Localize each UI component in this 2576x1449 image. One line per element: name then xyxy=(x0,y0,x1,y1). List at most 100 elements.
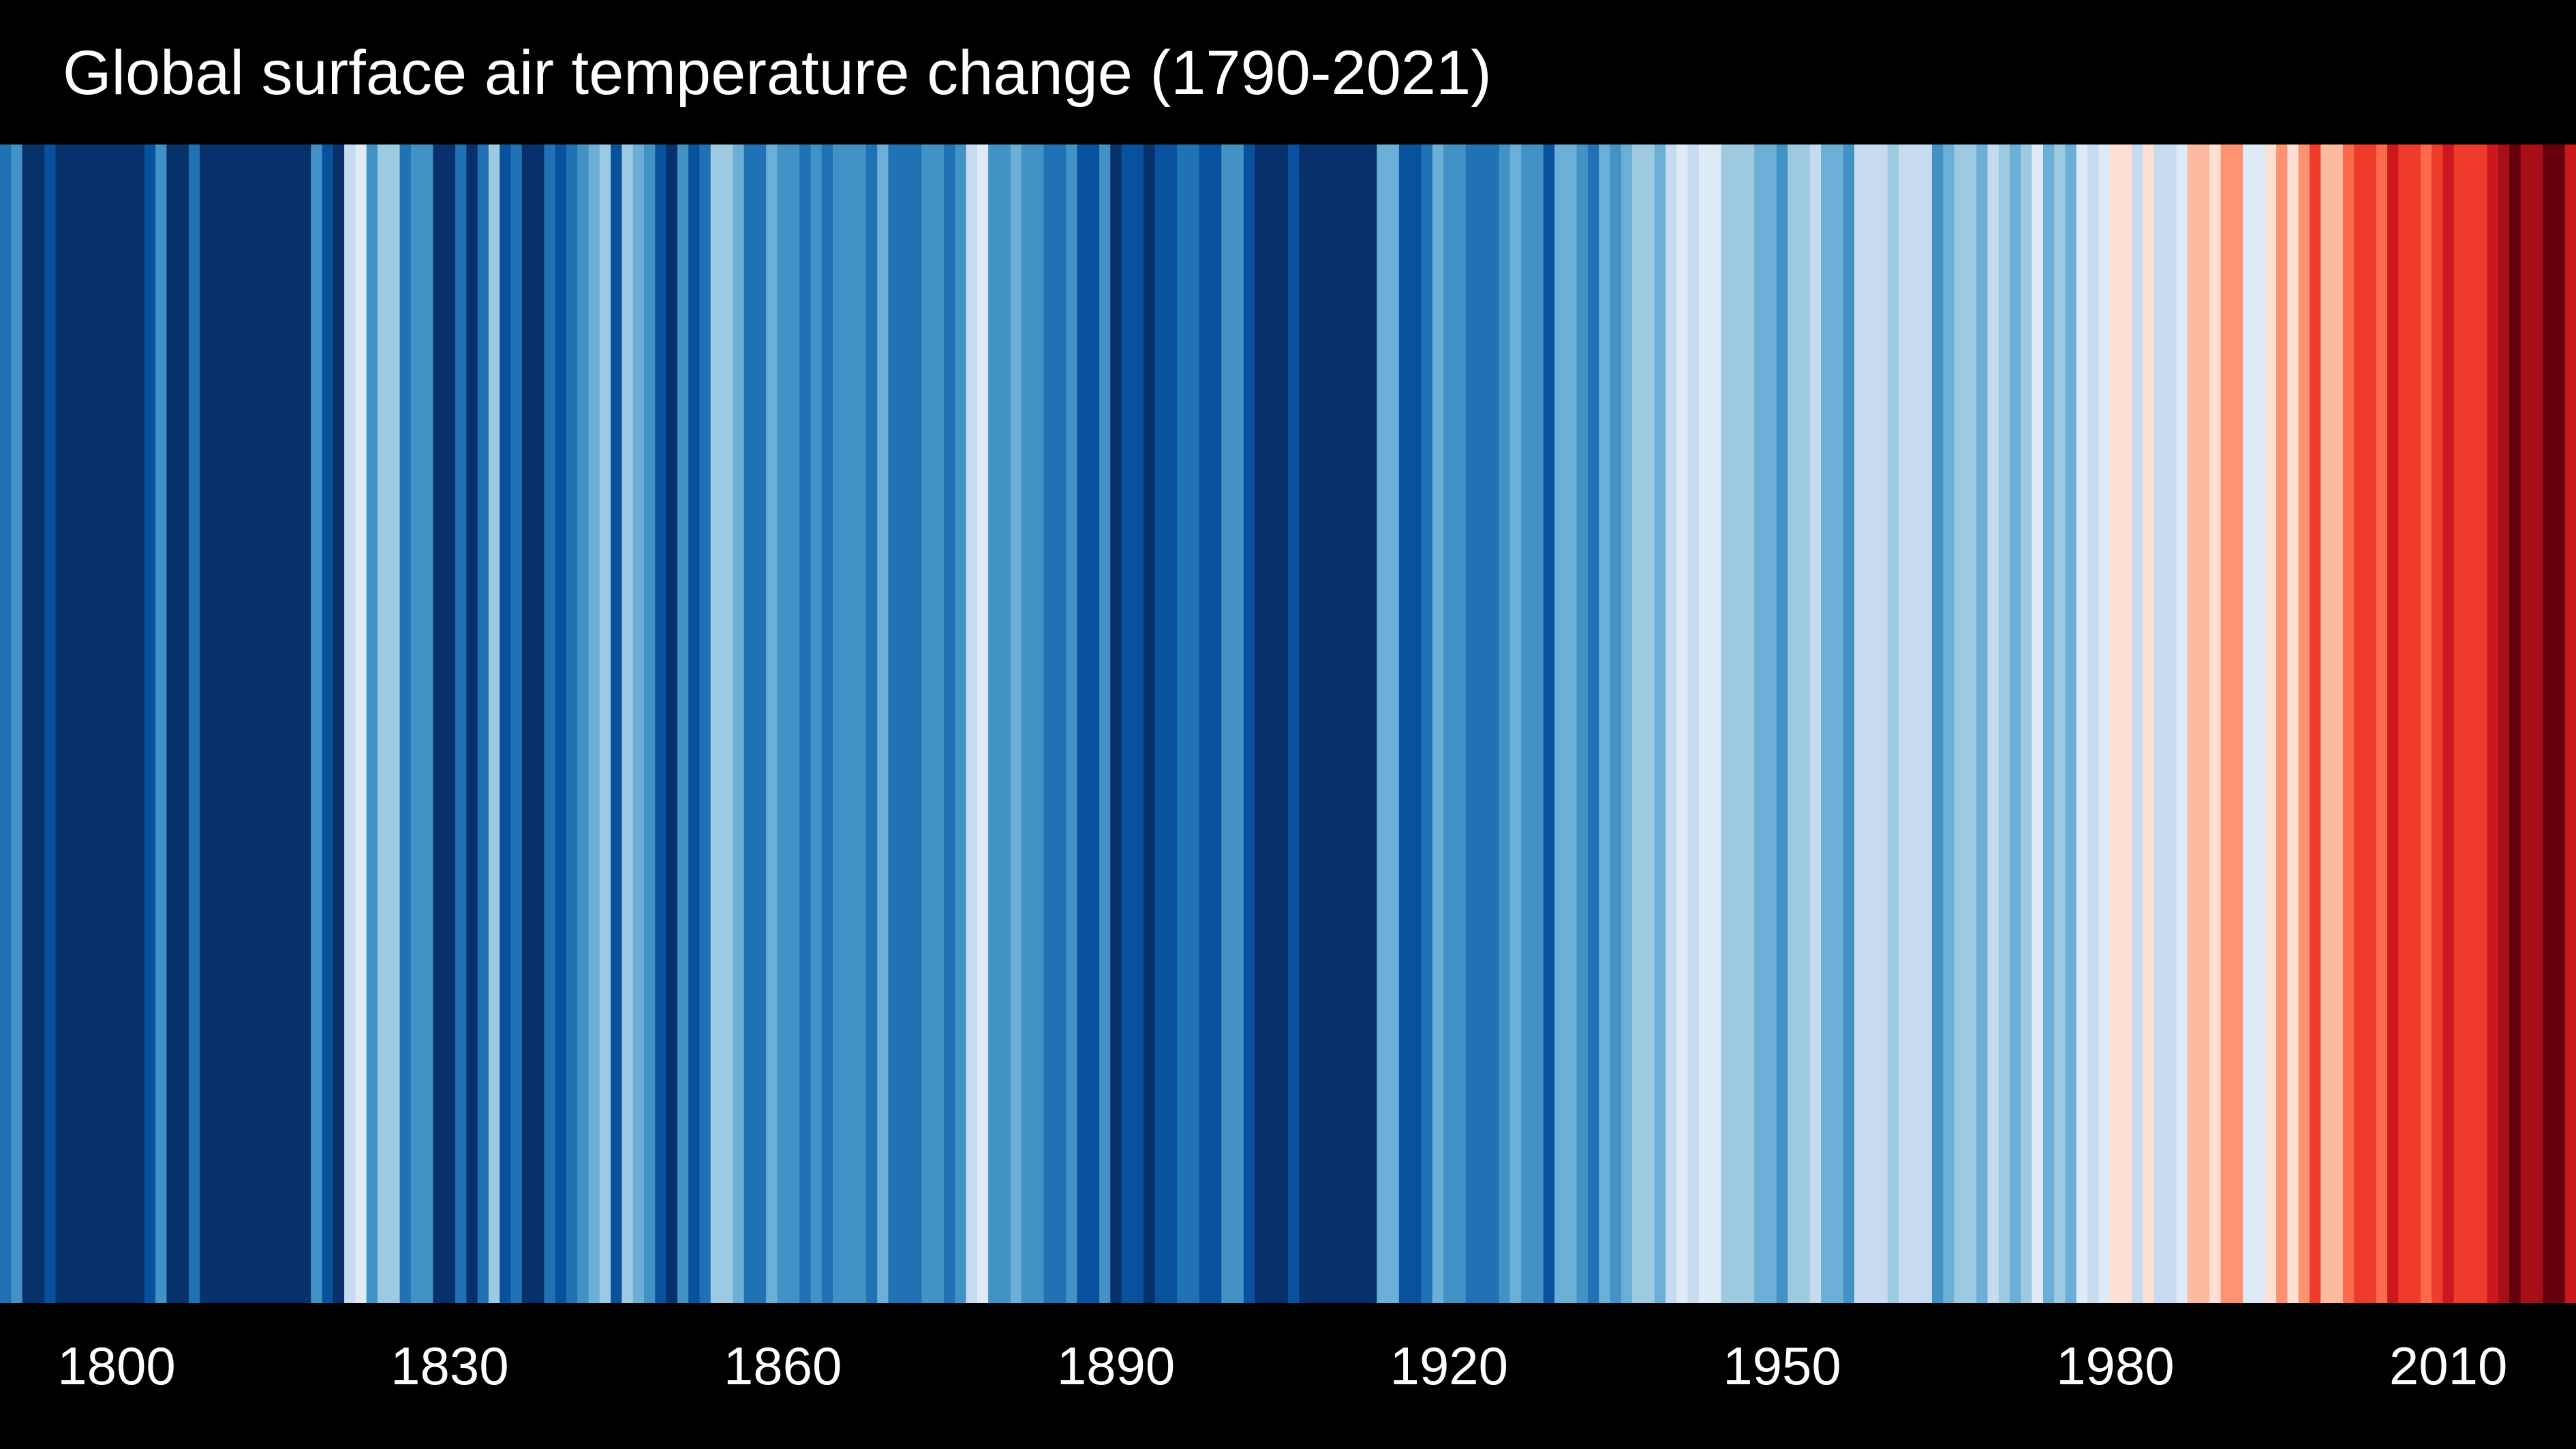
stripe-1904 xyxy=(1266,144,1278,1303)
tick-label: 1980 xyxy=(2056,1336,2175,1396)
stripe-1980 xyxy=(2109,144,2121,1303)
stripe-1912 xyxy=(1354,144,1366,1303)
stripe-1873 xyxy=(921,144,934,1303)
stripe-1826 xyxy=(399,144,412,1303)
stripe-2019 xyxy=(2543,144,2555,1303)
stripe-1962 xyxy=(1910,144,1922,1303)
stripe-1878 xyxy=(977,144,989,1303)
tick-label: 1890 xyxy=(1056,1336,1176,1396)
stripe-1801 xyxy=(122,144,134,1303)
tick-label: 1830 xyxy=(390,1336,509,1396)
stripe-1908 xyxy=(1310,144,1322,1303)
stripe-1929 xyxy=(1543,144,1555,1303)
stripe-1821 xyxy=(344,144,356,1303)
stripe-1957 xyxy=(1854,144,1866,1303)
stripe-1989 xyxy=(2209,144,2222,1303)
stripe-1847 xyxy=(632,144,645,1303)
stripe-2011 xyxy=(2453,144,2466,1303)
stripe-1941 xyxy=(1676,144,1689,1303)
stripe-1971 xyxy=(2010,144,2021,1303)
stripe-1891 xyxy=(1121,144,1133,1303)
stripe-1820 xyxy=(333,144,345,1303)
stripe-1796 xyxy=(66,144,78,1303)
stripe-2020 xyxy=(2554,144,2566,1303)
stripe-1992 xyxy=(2243,144,2255,1303)
stripe-1850 xyxy=(666,144,678,1303)
stripe-1869 xyxy=(877,144,889,1303)
stripe-2005 xyxy=(2387,144,2399,1303)
stripe-2014 xyxy=(2487,144,2499,1303)
stripe-1900 xyxy=(1221,144,1233,1303)
stripe-1881 xyxy=(1010,144,1022,1303)
stripe-1855 xyxy=(722,144,733,1303)
stripe-1944 xyxy=(1710,144,1722,1303)
stripe-1922 xyxy=(1465,144,1477,1303)
stripe-1913 xyxy=(1366,144,1377,1303)
stripe-1961 xyxy=(1899,144,1911,1303)
stripe-1998 xyxy=(2309,144,2321,1303)
stripe-1863 xyxy=(810,144,823,1303)
stripe-1804 xyxy=(155,144,167,1303)
stripe-1872 xyxy=(910,144,922,1303)
stripe-1807 xyxy=(188,144,200,1303)
stripe-1819 xyxy=(322,144,334,1303)
stripe-1935 xyxy=(1610,144,1622,1303)
stripe-1932 xyxy=(1576,144,1589,1303)
stripe-1879 xyxy=(988,144,1000,1303)
stripe-1907 xyxy=(1299,144,1311,1303)
stripe-1917 xyxy=(1410,144,1422,1303)
stripe-1822 xyxy=(355,144,367,1303)
stripe-1915 xyxy=(1387,144,1400,1303)
stripe-1845 xyxy=(611,144,623,1303)
stripe-1866 xyxy=(844,144,856,1303)
stripe-1856 xyxy=(733,144,745,1303)
stripe-1802 xyxy=(133,144,145,1303)
stripe-1984 xyxy=(2153,144,2166,1303)
stripe-1811 xyxy=(233,144,245,1303)
stripe-1875 xyxy=(943,144,955,1303)
stripe-1995 xyxy=(2276,144,2288,1303)
stripe-1973 xyxy=(2031,144,2044,1303)
stripe-1976 xyxy=(2065,144,2077,1303)
stripe-1909 xyxy=(1321,144,1333,1303)
stripe-2008 xyxy=(2420,144,2432,1303)
stripe-1970 xyxy=(1998,144,2010,1303)
stripe-1846 xyxy=(622,144,634,1303)
stripe-1852 xyxy=(688,144,701,1303)
stripe-1947 xyxy=(1743,144,1755,1303)
stripe-1898 xyxy=(1199,144,1211,1303)
stripe-1870 xyxy=(888,144,900,1303)
stripe-1844 xyxy=(599,144,611,1303)
stripe-1868 xyxy=(865,144,878,1303)
stripe-1942 xyxy=(1687,144,1700,1303)
stripe-1919 xyxy=(1432,144,1444,1303)
stripe-1920 xyxy=(1443,144,1455,1303)
stripe-1928 xyxy=(1532,144,1544,1303)
stripe-1843 xyxy=(588,144,600,1303)
stripe-1967 xyxy=(1965,144,1977,1303)
stripe-1999 xyxy=(2320,144,2333,1303)
stripe-1851 xyxy=(677,144,689,1303)
stripe-1832 xyxy=(466,144,478,1303)
stripe-1974 xyxy=(2042,144,2055,1303)
stripe-1990 xyxy=(2220,144,2233,1303)
stripe-1997 xyxy=(2298,144,2310,1303)
stripe-1824 xyxy=(377,144,389,1303)
stripe-1877 xyxy=(966,144,978,1303)
stripe-1830 xyxy=(444,144,456,1303)
stripe-1956 xyxy=(1843,144,1855,1303)
stripe-1983 xyxy=(2143,144,2155,1303)
stripe-1965 xyxy=(1943,144,1955,1303)
stripe-1903 xyxy=(1255,144,1267,1303)
stripe-1896 xyxy=(1177,144,1189,1303)
stripe-1996 xyxy=(2287,144,2299,1303)
stripe-1867 xyxy=(855,144,867,1303)
stripe-1987 xyxy=(2187,144,2199,1303)
stripe-1849 xyxy=(655,144,667,1303)
stripe-1799 xyxy=(99,144,112,1303)
stripe-1936 xyxy=(1621,144,1633,1303)
stripe-1836 xyxy=(510,144,523,1303)
stripe-1933 xyxy=(1587,144,1599,1303)
stripe-1827 xyxy=(410,144,423,1303)
stripe-1884 xyxy=(1043,144,1056,1303)
